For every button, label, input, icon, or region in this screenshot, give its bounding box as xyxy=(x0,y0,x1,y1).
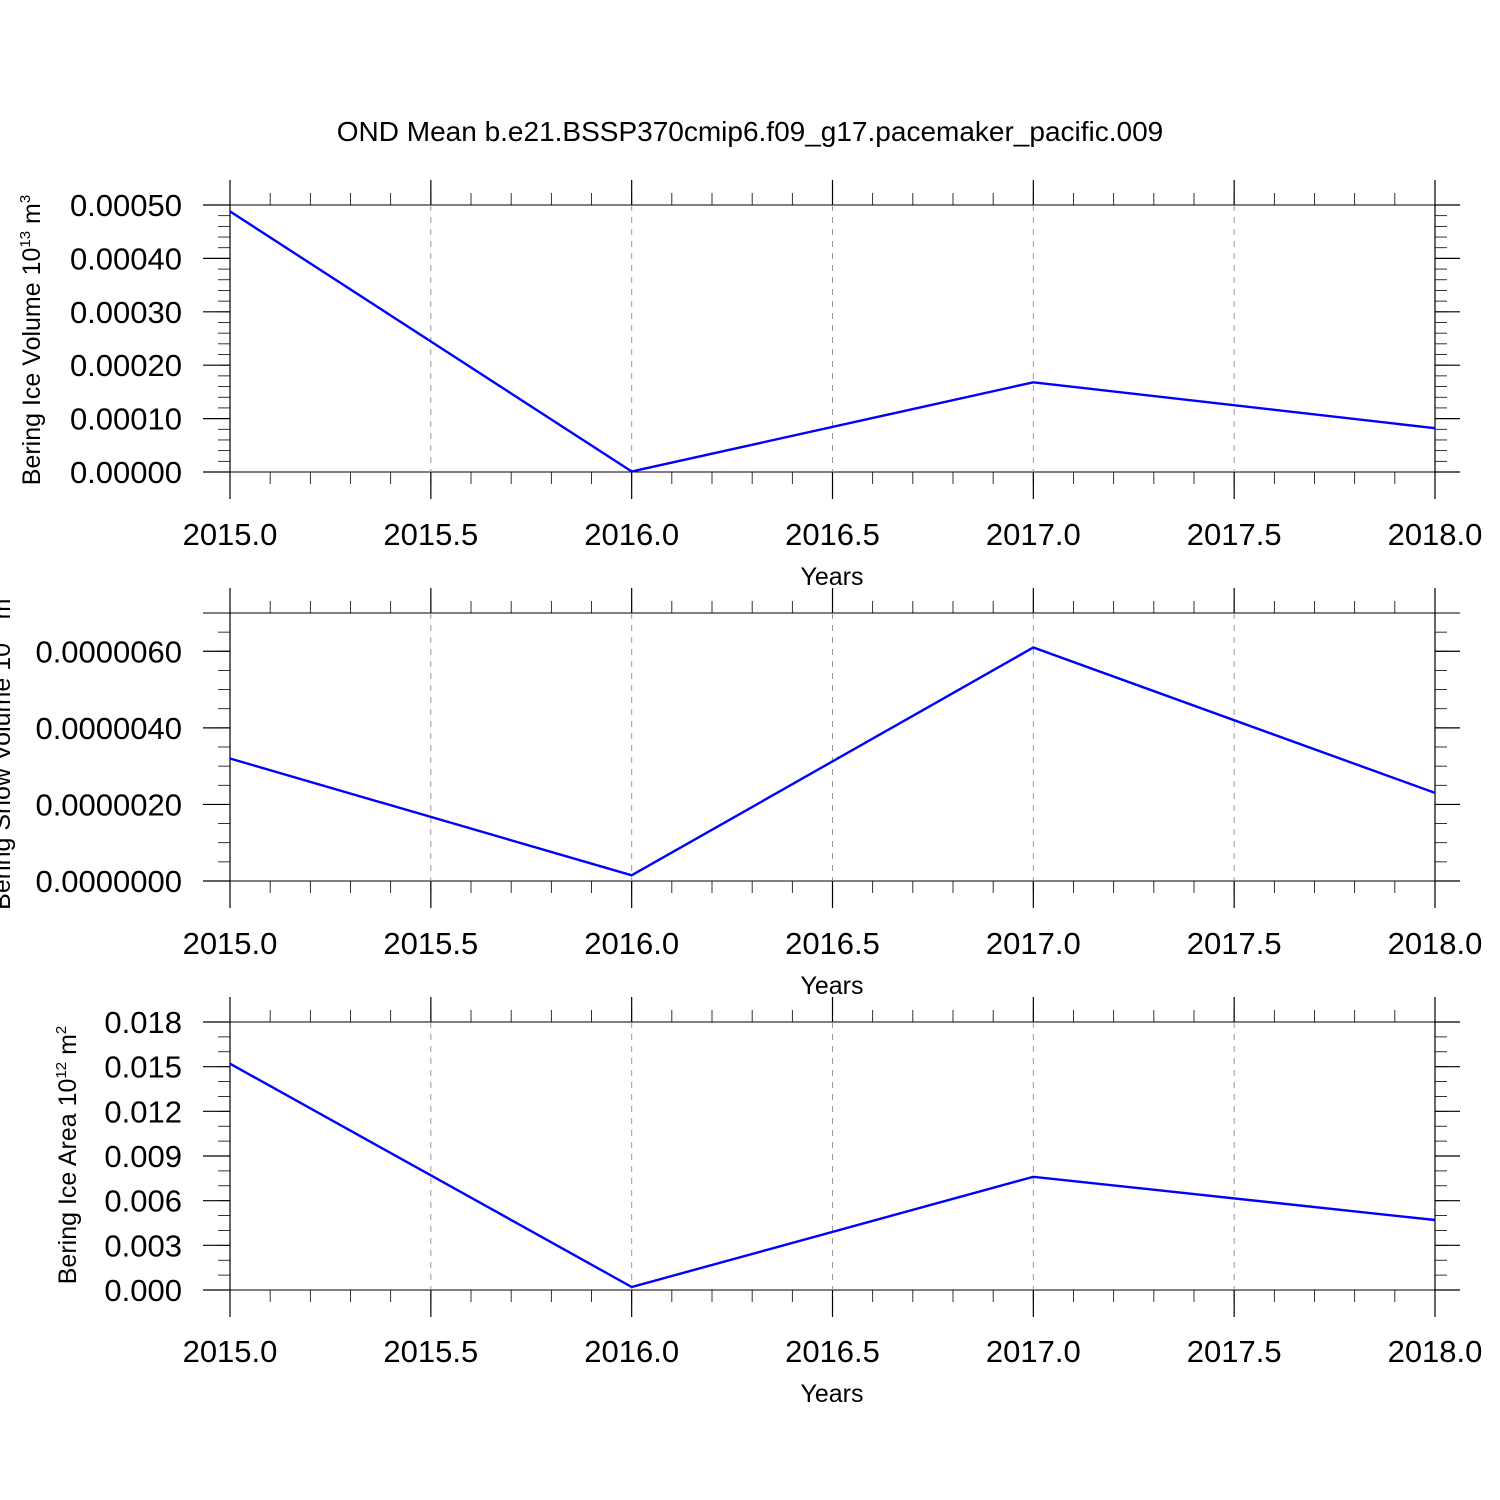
y-tick-label: 0.0000020 xyxy=(35,787,182,822)
x-tick-label: 2015.0 xyxy=(183,1334,278,1369)
x-tick-label: 2016.0 xyxy=(584,1334,679,1369)
x-tick-label: 2016.5 xyxy=(785,1334,880,1369)
y-tick-label: 0.012 xyxy=(104,1094,182,1129)
x-tick-label: 2017.0 xyxy=(986,926,1081,961)
y-tick-label: 0.00040 xyxy=(70,241,182,276)
x-tick-label: 2017.5 xyxy=(1187,517,1282,552)
y-tick-label: 0.0000000 xyxy=(35,864,182,899)
y-tick-label: 0.0000040 xyxy=(35,711,182,746)
panels: 2015.0 2015.5 2016.0 2016.5 2017.0 2017.5 2018… xyxy=(0,180,1482,1408)
y-axis-label: Bering Snow Volume 1013 m3 xyxy=(0,590,16,910)
x-tick-label: 2017.5 xyxy=(1187,1334,1282,1369)
x-tick-label: 2018.0 xyxy=(1388,517,1483,552)
series-line xyxy=(229,210,1436,473)
figure-title: OND Mean b.e21.BSSP370cmip6.f09_g17.pace… xyxy=(337,116,1164,147)
y-tick-label: 0.0000060 xyxy=(35,634,182,669)
x-tick-label: 2018.0 xyxy=(1388,1334,1483,1369)
x-tick-label: 2018.0 xyxy=(1388,926,1483,961)
x-tick-label: 2017.5 xyxy=(1187,926,1282,961)
x-axis-label: Years xyxy=(800,972,863,1000)
y-tick-label: 0.018 xyxy=(104,1005,182,1040)
y-axis-label: Bering Ice Area 1012 m2 xyxy=(53,1026,82,1285)
x-tick-label: 2015.0 xyxy=(183,926,278,961)
x-tick-label: 2015.0 xyxy=(183,517,278,552)
series-line xyxy=(229,1062,1436,1289)
x-tick-label: 2015.5 xyxy=(383,926,478,961)
y-tick-label: 0.006 xyxy=(104,1184,182,1219)
x-tick-label: 2015.5 xyxy=(383,517,478,552)
chart-panel-3: 2015.0 2015.5 2016.0 2016.5 2017.0 2017.5 2018… xyxy=(53,997,1482,1408)
x-tick-label: 2015.5 xyxy=(383,1334,478,1369)
x-tick-label: 2016.5 xyxy=(785,926,880,961)
x-tick-label: 2017.0 xyxy=(986,517,1081,552)
chart-panel-1: 2015.0 2015.5 2016.0 2016.5 2017.0 2017.5 2018… xyxy=(17,180,1482,591)
x-tick-label: 2016.0 xyxy=(584,926,679,961)
chart-panel-2: 2015.0 2015.5 2016.0 2016.5 2017.0 2017.5 2018… xyxy=(0,588,1482,1000)
y-tick-label: 0.00000 xyxy=(70,455,182,490)
x-tick-label: 2016.0 xyxy=(584,517,679,552)
series-line xyxy=(229,646,1436,877)
y-tick-label: 0.00030 xyxy=(70,295,182,330)
y-tick-label: 0.00010 xyxy=(70,402,182,437)
y-tick-label: 0.00050 xyxy=(70,188,182,223)
y-axis-label: Bering Ice Volume 1013 m3 xyxy=(17,195,46,485)
y-tick-label: 0.003 xyxy=(104,1228,182,1263)
y-tick-label: 0.015 xyxy=(104,1050,182,1085)
x-tick-label: 2017.0 xyxy=(986,1334,1081,1369)
x-tick-label: 2016.5 xyxy=(785,517,880,552)
x-axis-label: Years xyxy=(800,563,863,591)
y-tick-label: 0.00020 xyxy=(70,348,182,383)
y-tick-label: 0.009 xyxy=(104,1139,182,1174)
y-tick-label: 0.000 xyxy=(104,1273,182,1308)
x-axis-label: Years xyxy=(800,1380,863,1408)
